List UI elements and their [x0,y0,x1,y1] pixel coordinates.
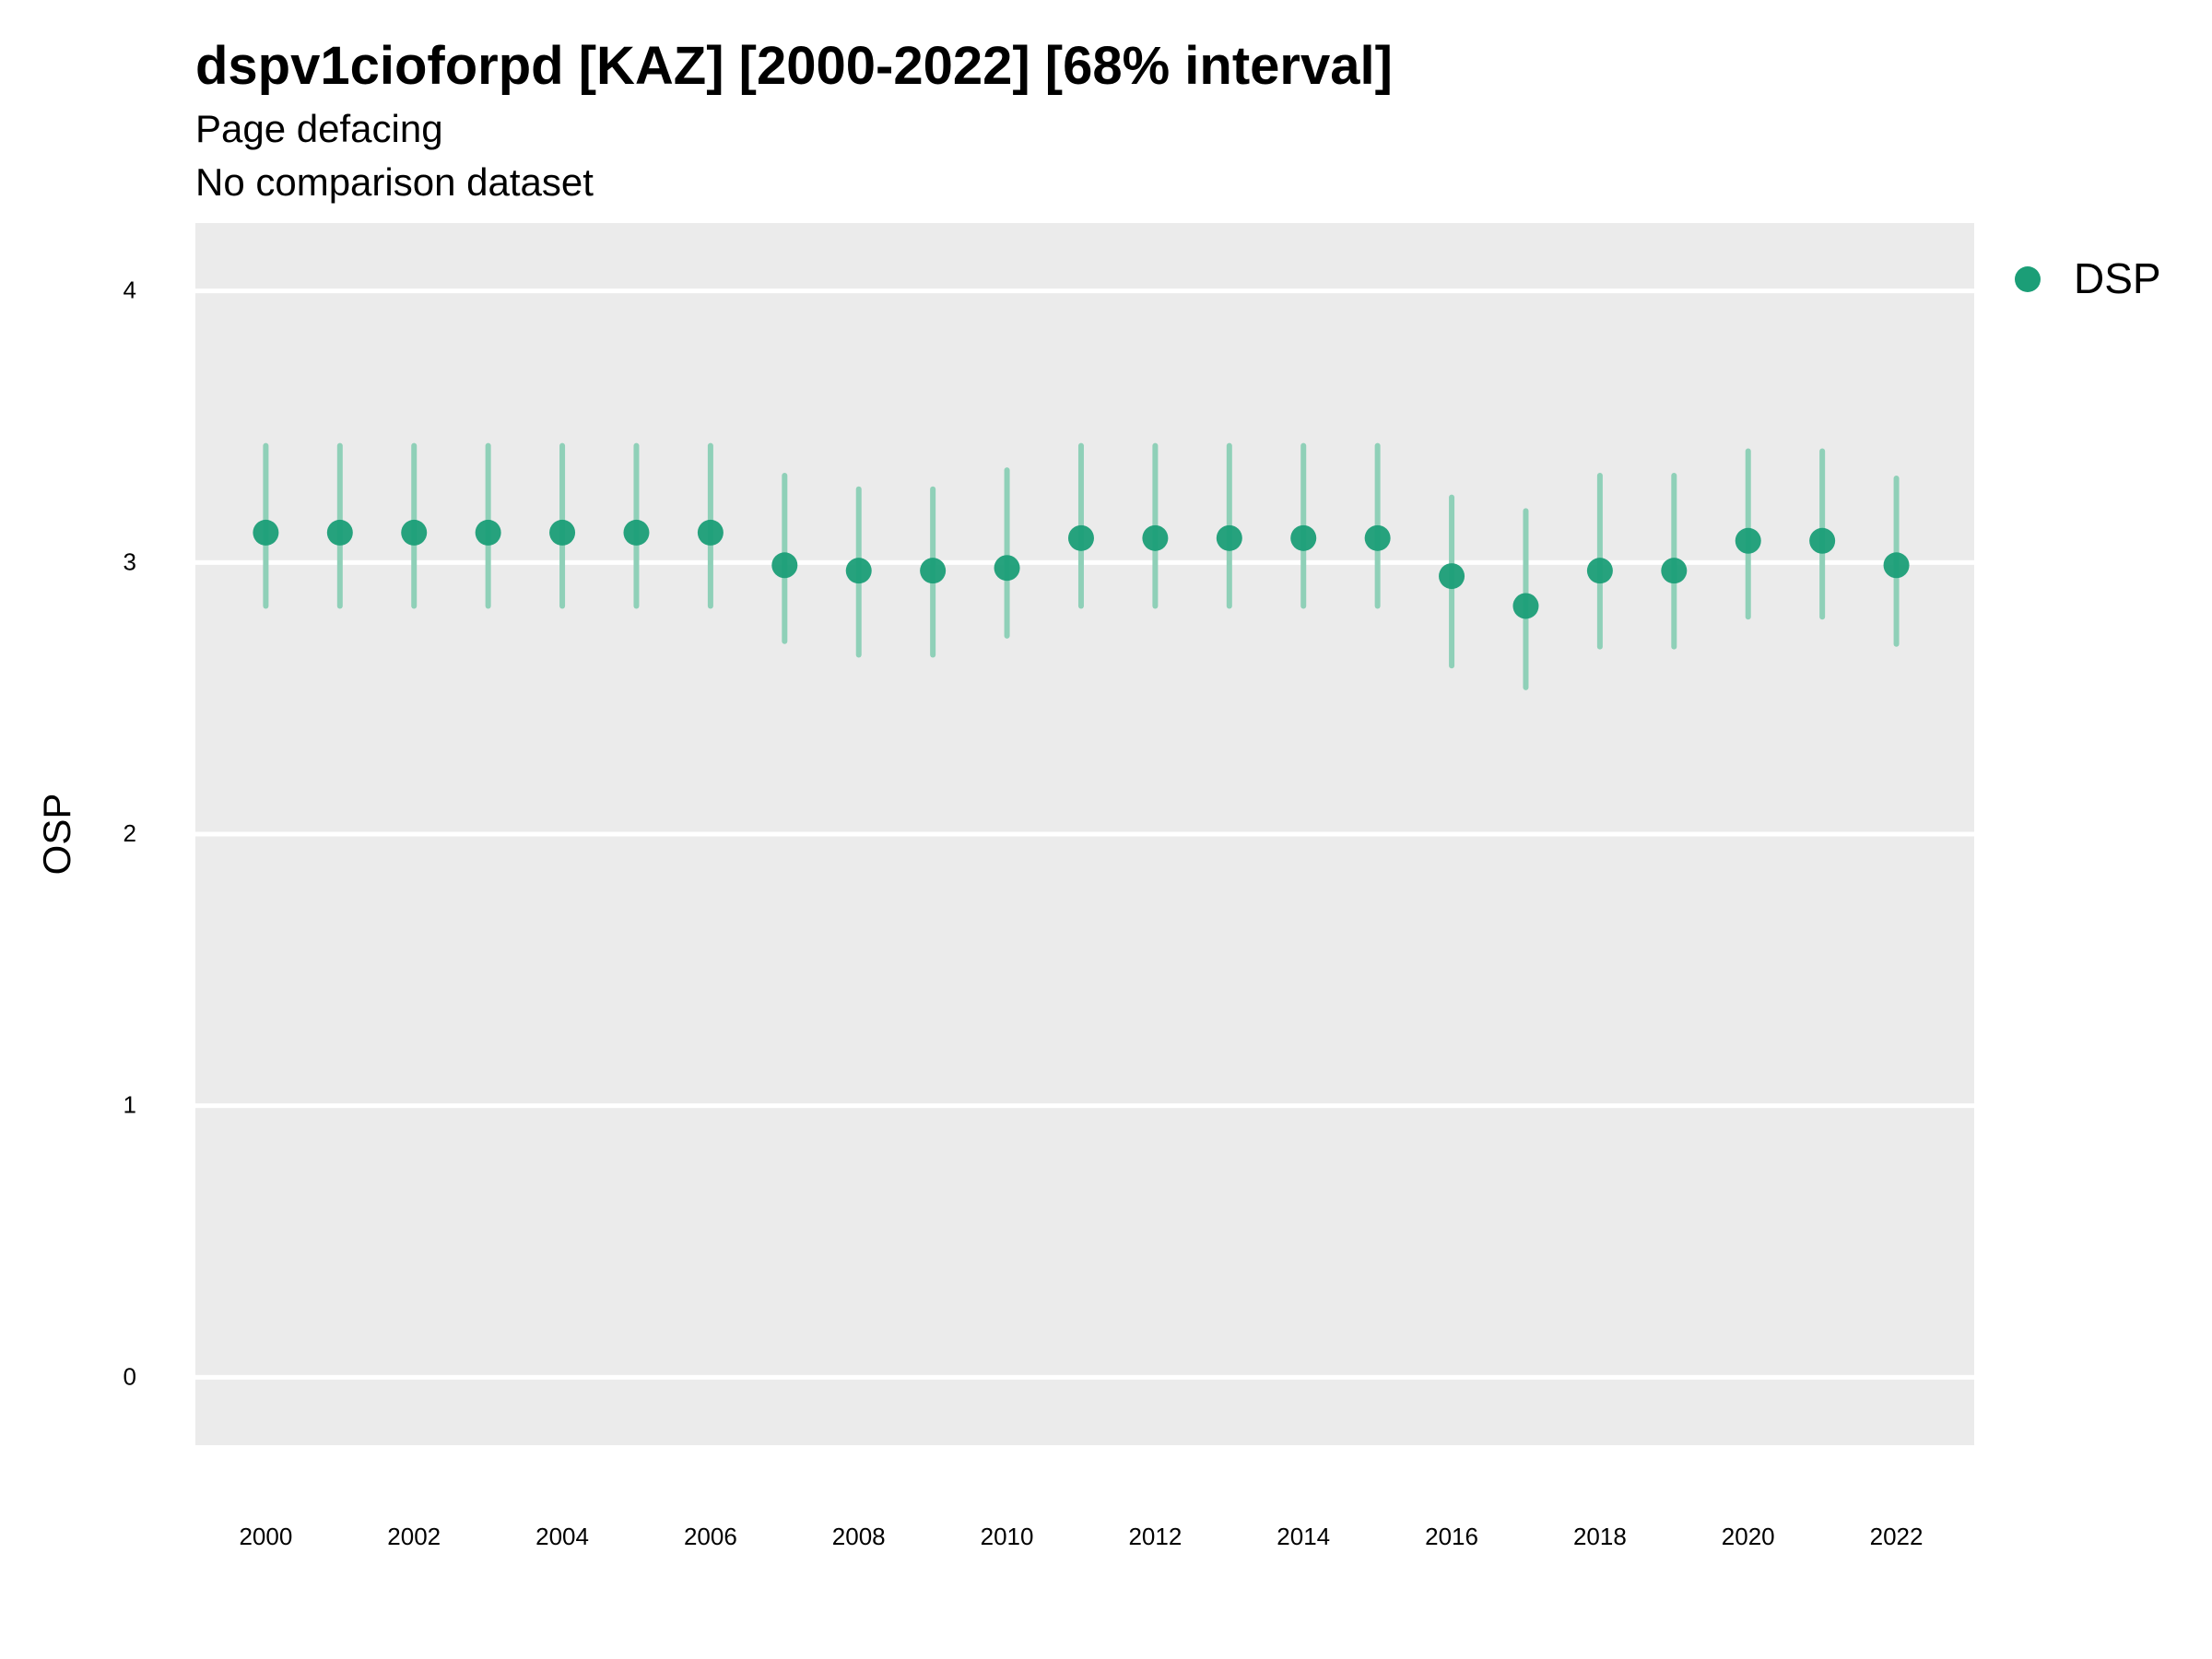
chart-title: dspv1cioforpd [KAZ] [2000-2022] [68% int… [195,36,1393,96]
data-point [1883,552,1910,579]
y-tick-label: 0 [124,1362,136,1390]
data-point [1439,563,1465,590]
data-point [623,519,650,546]
x-tick-label: 2014 [1277,1523,1330,1550]
x-tick-label: 2006 [684,1523,737,1550]
x-tick-label: 2018 [1573,1523,1627,1550]
x-tick-label: 2004 [535,1523,589,1550]
legend-label-dsp: DSP [2074,254,2161,302]
chart-subtitle-2: No comparison dataset [195,160,594,204]
data-point [253,519,279,546]
data-point [326,519,353,546]
x-tick-label: 2008 [832,1523,886,1550]
data-point [994,555,1020,582]
data-point [697,519,724,546]
data-point [1586,558,1613,584]
data-point [1661,558,1688,584]
x-tick-label: 2016 [1425,1523,1478,1550]
x-tick-label: 2012 [1128,1523,1182,1550]
x-tick-label: 2002 [387,1523,441,1550]
data-point [1142,524,1169,551]
y-tick-label: 3 [124,547,136,575]
x-tick-label: 2022 [1870,1523,1924,1550]
data-point [771,552,798,579]
data-point [1216,524,1242,551]
x-tick-label: 2020 [1722,1523,1775,1550]
data-point [1512,593,1539,619]
y-axis-label: OSP [35,794,78,876]
data-point [1364,524,1391,551]
data-point [1067,524,1094,551]
x-tick-label: 2010 [981,1523,1034,1550]
data-point [1809,527,1836,554]
data-point [1290,524,1317,551]
chart-subtitle-1: Page defacing [195,107,443,150]
data-point [920,558,947,584]
data-point [475,519,501,546]
data-point [549,519,576,546]
y-tick-label: 1 [124,1091,136,1119]
y-tick-label: 4 [124,276,136,304]
data-point [845,558,872,584]
x-tick-label: 2000 [239,1523,292,1550]
data-point [1735,527,1761,554]
legend-key-dsp [2015,266,2041,292]
data-point [401,519,428,546]
y-tick-label: 2 [124,819,136,847]
